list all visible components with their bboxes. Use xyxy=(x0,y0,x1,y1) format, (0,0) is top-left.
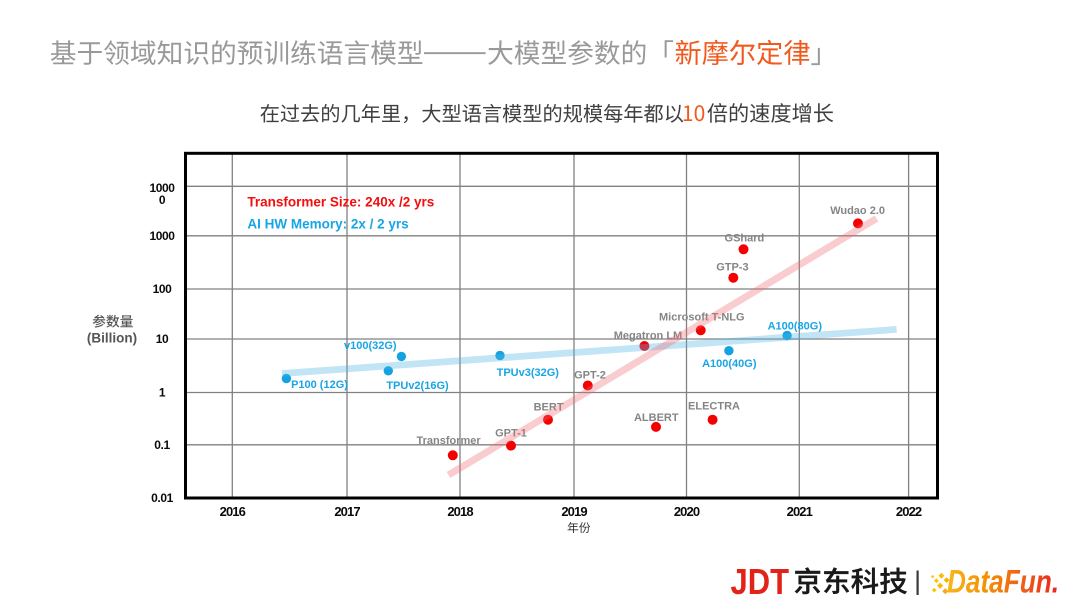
svg-text:GPT-1: GPT-1 xyxy=(495,428,527,440)
svg-text:(Billion): (Billion) xyxy=(87,331,137,346)
svg-text:100: 100 xyxy=(153,282,173,296)
svg-text:A100(80G): A100(80G) xyxy=(768,320,823,332)
svg-text:2017: 2017 xyxy=(334,504,360,519)
svg-text:2018: 2018 xyxy=(447,504,473,519)
svg-text:BERT: BERT xyxy=(534,402,564,414)
svg-text:GShard: GShard xyxy=(725,232,765,244)
svg-text:TPUv2(16G): TPUv2(16G) xyxy=(386,380,449,392)
svg-text:1: 1 xyxy=(159,386,166,400)
svg-text:2022: 2022 xyxy=(896,504,922,519)
svg-text:0.1: 0.1 xyxy=(154,438,170,452)
svg-text:Transformer: Transformer xyxy=(416,435,481,447)
svg-text:ELECTRA: ELECTRA xyxy=(688,400,740,412)
svg-text:P100 (12G): P100 (12G) xyxy=(291,379,348,391)
svg-text:GPT-2: GPT-2 xyxy=(574,370,606,382)
svg-text:v100(32G): v100(32G) xyxy=(344,340,397,352)
svg-text:2019: 2019 xyxy=(561,504,587,519)
svg-text:A100(40G): A100(40G) xyxy=(702,358,757,370)
svg-text:Transformer Size: 240x /2 yrs: Transformer Size: 240x /2 yrs xyxy=(247,194,434,209)
svg-text:0.01: 0.01 xyxy=(151,491,173,505)
svg-text:2016: 2016 xyxy=(220,504,246,519)
svg-text:1000: 1000 xyxy=(149,229,175,243)
svg-text:Wudao 2.0: Wudao 2.0 xyxy=(830,205,885,217)
svg-text:ALBERT: ALBERT xyxy=(634,412,679,424)
svg-text:10: 10 xyxy=(156,332,169,346)
svg-text:Megatron LM: Megatron LM xyxy=(614,330,682,342)
svg-text:2020: 2020 xyxy=(674,504,700,519)
svg-text:TPUv3(32G): TPUv3(32G) xyxy=(497,367,560,379)
svg-text:1000: 1000 xyxy=(149,181,175,195)
svg-text:AI HW Memory: 2x / 2 yrs: AI HW Memory: 2x / 2 yrs xyxy=(247,217,408,232)
svg-text:GTP-3: GTP-3 xyxy=(716,262,748,274)
svg-text:0: 0 xyxy=(159,193,166,207)
svg-text:2021: 2021 xyxy=(787,504,813,519)
svg-text:Microsoft T-NLG: Microsoft T-NLG xyxy=(659,312,745,324)
svg-text:DataFun.: DataFun. xyxy=(947,564,1059,600)
svg-text:JDT: JDT xyxy=(731,561,790,602)
